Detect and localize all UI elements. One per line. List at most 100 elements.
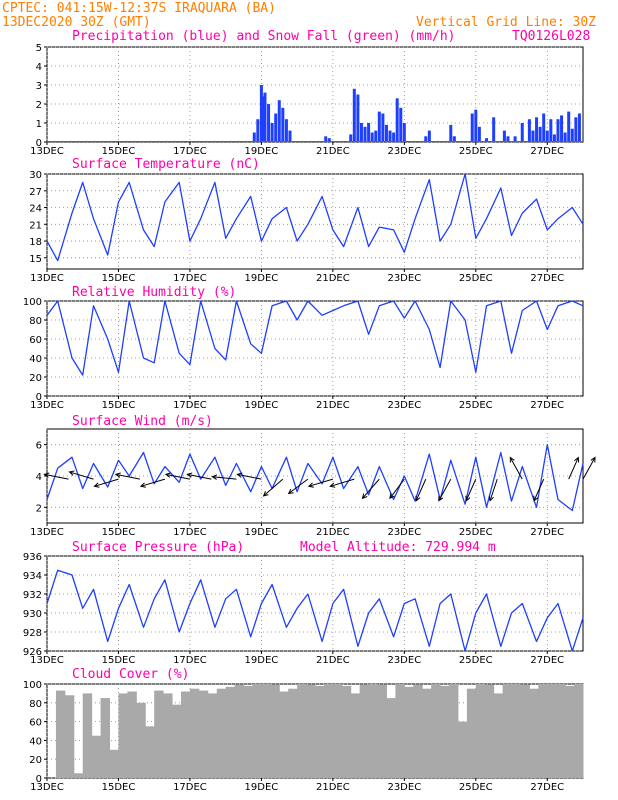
wind-vector-head [114, 472, 121, 478]
rh-line [46, 300, 584, 376]
y-tick-label: 24 [29, 204, 42, 215]
wind-vector [488, 478, 498, 502]
panel-precipitation: Precipitation (blue) and Snow Fall (gree… [72, 29, 456, 44]
y-tick-label: 20 [29, 373, 42, 384]
precip-bar [370, 132, 374, 142]
y-tick-label: 936 [23, 552, 42, 563]
cloud-bar [154, 690, 164, 778]
x-tick-label: 15DEC [102, 400, 136, 411]
x-tick-label: 17DEC [173, 400, 207, 411]
cloud-bar [189, 688, 200, 778]
cloud-bar [493, 693, 504, 778]
x-tick-label: 23DEC [387, 400, 421, 411]
panel-title-cloud: Cloud Cover (%) [72, 667, 189, 682]
cloud-bar [449, 684, 459, 778]
precip-bar [399, 107, 403, 142]
header-grid-note: Vertical Grid Line: 30Z [416, 15, 596, 30]
wind-vector [415, 478, 427, 502]
y-tick-label: 60 [29, 718, 42, 729]
y-tick-label: 3 [36, 81, 42, 92]
x-tick-label: 15DEC [102, 782, 136, 793]
x-tick-label: 19DEC [245, 527, 279, 538]
wind-vector-shaft [438, 478, 452, 501]
cloud-bar [234, 684, 245, 778]
y-tick-label: 21 [29, 220, 42, 231]
wind-vector [68, 470, 94, 480]
precip-bar [324, 136, 328, 142]
panel-wind: Surface Wind (m/s) [72, 414, 213, 429]
wind-vector-shaft [489, 478, 498, 501]
x-tick-label: 21DEC [316, 782, 350, 793]
precip-bar [284, 119, 288, 142]
precip-bar [388, 130, 392, 142]
cloud-bar [386, 698, 396, 778]
precip-bar [392, 132, 396, 142]
y-tick-label: 5 [36, 43, 42, 54]
precip-bar [531, 130, 535, 142]
y-tick-label: 6 [36, 441, 42, 452]
cloud-bar [413, 684, 423, 778]
cloud-bar [181, 691, 191, 778]
cloud-bar [136, 702, 146, 778]
precip-bar [527, 119, 531, 142]
precip-bar [277, 100, 281, 142]
precip-bar [259, 85, 263, 142]
cloud-bar [306, 684, 316, 778]
wind-vector [93, 478, 119, 488]
cloud-bar [270, 684, 280, 778]
x-tick-label: 13DEC [30, 146, 64, 157]
cloud-bar [172, 704, 182, 778]
y-tick-label: 1 [36, 119, 42, 130]
precip-bar [506, 136, 510, 142]
x-tick-label: 13DEC [30, 273, 64, 284]
wind-vector [509, 456, 523, 480]
wind-vector [389, 478, 405, 500]
x-tick-label: 13DEC [30, 400, 64, 411]
model-altitude-label: Model Altitude: 729.994 m [300, 540, 496, 555]
panel-cloud: Cloud Cover (%) [72, 667, 189, 682]
precip-bar [263, 92, 267, 142]
x-tick-label: 13DEC [30, 655, 64, 666]
cloud-bar [431, 684, 441, 778]
cloud-bar [198, 690, 209, 778]
precip-bar [288, 130, 292, 142]
y-tick-label: 40 [29, 354, 42, 365]
x-tick-label: 15DEC [102, 527, 136, 538]
precip-bar [367, 123, 371, 142]
precip-bar [281, 107, 285, 142]
chart-press-group: 926 928 930 932 934 936 13DEC 15DEC 17DEC 19DEC 21… [23, 552, 584, 666]
wind-vector [43, 472, 69, 480]
wind-vector-shaft [362, 478, 380, 499]
cloud-bar [484, 684, 495, 778]
wind-vector [186, 472, 212, 480]
x-tick-label: 25DEC [459, 655, 493, 666]
wind-vector-shaft [44, 473, 69, 480]
precip-bar [267, 104, 271, 142]
cloud-bar [341, 685, 352, 778]
cloud-bar [261, 684, 271, 778]
cloud-bar [332, 684, 343, 778]
y-tick-label: 2 [36, 100, 42, 111]
temp-line [46, 173, 584, 262]
precip-bar [542, 113, 546, 142]
cloud-bar [547, 684, 557, 778]
precip-bar [552, 134, 556, 142]
wind-vector-shaft [415, 478, 427, 501]
x-tick-label: 17DEC [173, 273, 207, 284]
x-tick-label: 23DEC [387, 146, 421, 157]
y-tick-label: 930 [23, 609, 42, 620]
cloud-bar [91, 735, 102, 778]
x-tick-label: 17DEC [173, 146, 207, 157]
y-tick-label: 0 [36, 392, 42, 403]
cloud-bar [109, 749, 119, 778]
x-tick-label: 19DEC [245, 273, 279, 284]
precip-bar [538, 126, 542, 142]
x-tick-label: 25DEC [459, 273, 493, 284]
precip-bar [477, 126, 481, 142]
wind-vector-shaft [288, 478, 309, 494]
precip-bar [374, 130, 378, 142]
wind-vector [307, 478, 334, 488]
x-tick-label: 15DEC [102, 146, 136, 157]
header-code: TQ0126L028 [512, 29, 590, 44]
